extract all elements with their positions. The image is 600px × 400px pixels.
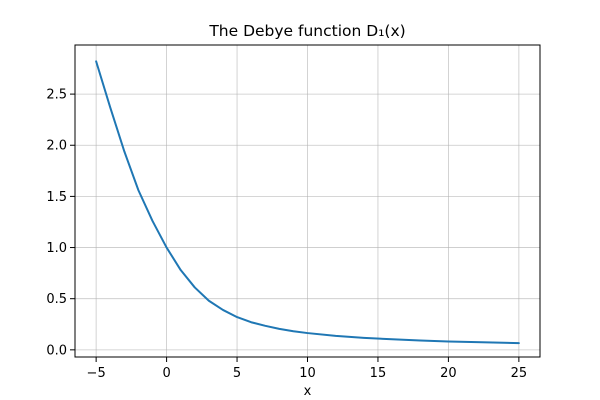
y-tick-label: 2.0 bbox=[46, 139, 67, 154]
x-tick-label: 10 bbox=[299, 366, 316, 381]
y-tick-label: 0.5 bbox=[46, 292, 67, 307]
x-axis-label: x bbox=[304, 384, 312, 399]
y-tick-label: 1.5 bbox=[46, 190, 67, 205]
series-line bbox=[95, 60, 520, 345]
x-tick-label: 15 bbox=[370, 366, 387, 381]
y-tick-label: 1.0 bbox=[46, 241, 67, 256]
y-tick-label: 2.5 bbox=[46, 88, 67, 103]
x-tick-label: 5 bbox=[233, 366, 241, 381]
ticks: −5 0 5 10 15 20 25 0.0 0.5 1.0 1.5 2.0 2.5 bbox=[46, 88, 527, 381]
chart-title: The Debye function D₁(x) bbox=[208, 22, 405, 40]
x-tick-label: −5 bbox=[87, 366, 106, 381]
series-layer bbox=[95, 60, 520, 345]
x-tick-label: 0 bbox=[162, 366, 170, 381]
x-tick-label: 20 bbox=[440, 366, 457, 381]
grid bbox=[75, 45, 540, 357]
y-tick-label: 0.0 bbox=[46, 343, 67, 358]
x-tick-label: 25 bbox=[511, 366, 528, 381]
